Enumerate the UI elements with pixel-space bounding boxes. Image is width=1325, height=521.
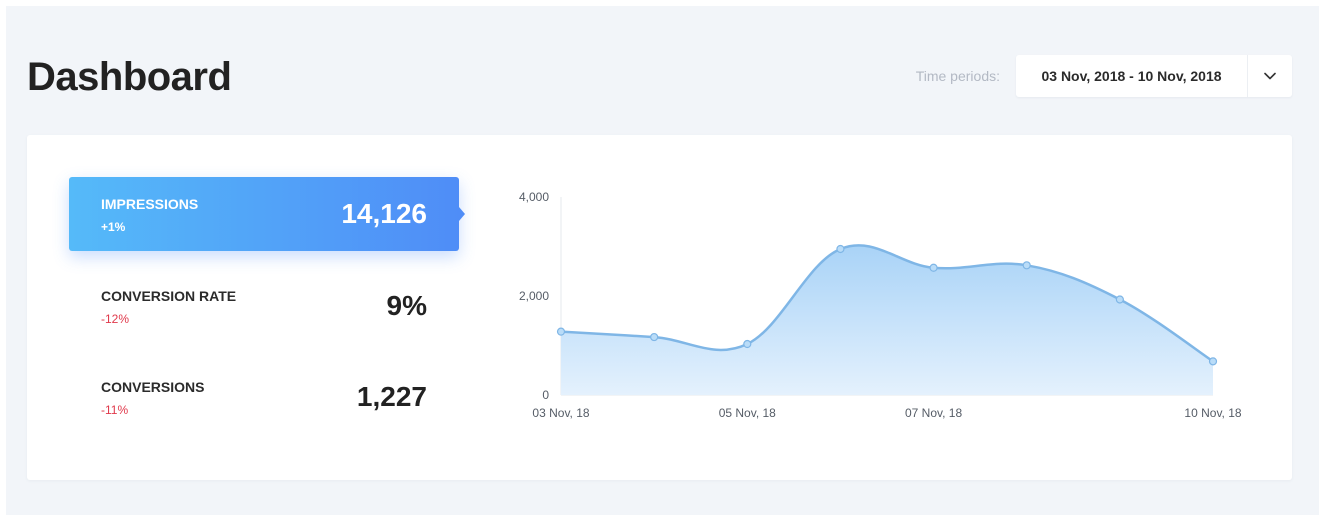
metric-conversion-rate[interactable]: CONVERSION RATE -12% 9% (69, 269, 459, 343)
x-tick-label: 10 Nov, 18 (1184, 406, 1241, 420)
page-title: Dashboard (27, 55, 232, 99)
y-tick-label: 0 (542, 388, 549, 402)
data-point[interactable] (743, 339, 752, 349)
x-tick-label: 03 Nov, 18 (532, 406, 589, 420)
time-period-label: Time periods: (915, 68, 1000, 84)
chevron-down-icon (1264, 72, 1276, 80)
metric-label: CONVERSION RATE (101, 288, 237, 304)
time-period-select[interactable]: 03 Nov, 2018 - 10 Nov, 2018 (1016, 55, 1292, 97)
x-tick-label: 05 Nov, 18 (719, 406, 776, 420)
x-tick-label: 07 Nov, 18 (905, 406, 962, 420)
metric-change: +1% (101, 220, 126, 234)
impressions-area-chart: 0 2,000 4,000 03 Nov, 18 05 Nov, 18 07 Nov, 1… (519, 190, 1242, 420)
time-period-dropdown-button[interactable] (1248, 55, 1292, 97)
data-point[interactable] (556, 327, 566, 336)
metric-value: 9% (386, 290, 427, 321)
metric-value: 1,227 (356, 381, 427, 412)
data-point[interactable] (1208, 357, 1218, 366)
data-point[interactable] (1115, 295, 1124, 304)
data-point[interactable] (929, 263, 938, 272)
data-point[interactable] (650, 332, 659, 342)
time-period-value[interactable]: 03 Nov, 2018 - 10 Nov, 2018 (1016, 55, 1248, 97)
metric-change: -12% (101, 312, 130, 326)
y-tick-label: 4,000 (519, 190, 549, 204)
metric-change: -11% (101, 403, 129, 417)
impressions-area (561, 245, 1213, 395)
metric-value: 14,126 (341, 198, 427, 229)
metric-label: CONVERSIONS (101, 379, 205, 395)
data-point[interactable] (1022, 261, 1031, 270)
metric-conversions[interactable]: CONVERSIONS -11% 1,227 (69, 360, 459, 434)
metric-label: IMPRESSIONS (101, 196, 199, 212)
data-point[interactable] (836, 244, 845, 254)
y-tick-label: 2,000 (519, 289, 549, 303)
stats-card: IMPRESSIONS +1% 14,126 CONVERSION RATE -… (27, 135, 1292, 480)
impressions-line (560, 244, 1214, 363)
metric-impressions[interactable]: IMPRESSIONS +1% 14,126 (69, 177, 465, 251)
